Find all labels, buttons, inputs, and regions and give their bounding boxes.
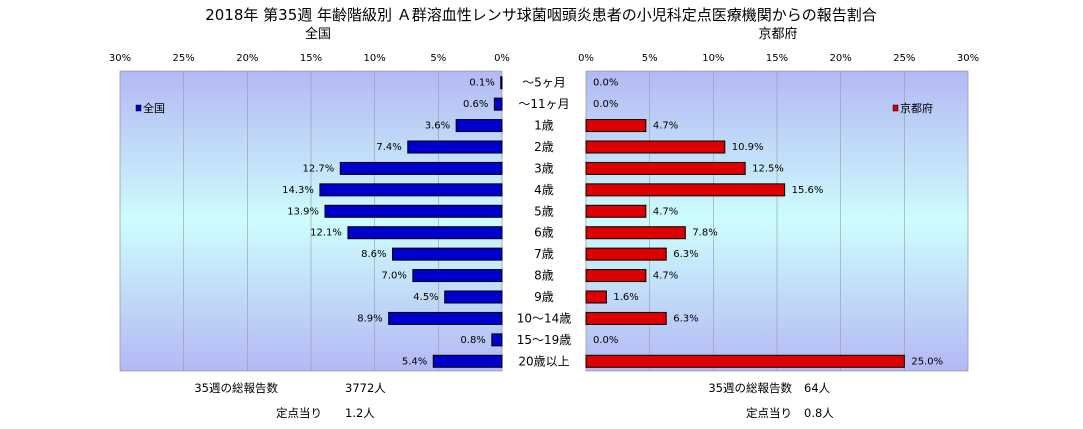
chart-title: 2018年 第35週 年齢階級別 Ａ群溶血性レンサ球菌咽頭炎患者の小児科定点医療…: [205, 6, 877, 24]
kyoto-bar: [585, 311, 667, 325]
national-bar: [491, 333, 503, 347]
national-data-label: 0.6%: [463, 99, 488, 110]
national-total-label: 35週の総報告数: [194, 381, 278, 395]
category-label: 15～19歳: [517, 333, 572, 347]
kyoto-bar: [585, 119, 647, 133]
category-label: ～11ヶ月: [518, 97, 569, 111]
kyoto-data-label: 10.9%: [732, 142, 764, 153]
left-tick-label: 25%: [173, 53, 195, 64]
national-data-label: 7.0%: [381, 271, 406, 282]
national-data-label: 12.7%: [303, 163, 335, 174]
category-label: 6歳: [534, 226, 554, 240]
left-tick-label: 15%: [300, 53, 322, 64]
right-tick-label: 10%: [702, 53, 724, 64]
kyoto-data-label: 15.6%: [792, 185, 824, 196]
kyoto-data-label: 6.3%: [673, 313, 698, 324]
national-data-label: 8.6%: [361, 249, 386, 260]
left-tick-label: 30%: [109, 53, 131, 64]
kyoto-total-value: 64人: [804, 381, 831, 395]
national-bar: [493, 97, 503, 111]
right-tick-label: 20%: [830, 53, 852, 64]
national-bar: [412, 269, 503, 283]
national-bar: [444, 290, 503, 304]
kyoto-data-label: 0.0%: [593, 78, 618, 89]
national-data-label: 3.6%: [425, 121, 450, 132]
national-data-label: 14.3%: [282, 185, 314, 196]
right-tick-label: 15%: [766, 53, 788, 64]
national-data-label: 13.9%: [287, 206, 319, 217]
kyoto-data-label: 1.6%: [613, 292, 638, 303]
national-bar: [407, 140, 503, 154]
left-legend: 全国: [135, 101, 165, 115]
kyoto-data-label: 12.5%: [752, 163, 784, 174]
national-bar: [391, 247, 503, 261]
kyoto-bar: [585, 290, 607, 304]
kyoto-per-label: 定点当り: [746, 406, 792, 420]
left-legend-swatch: [135, 104, 142, 112]
category-label: 2歳: [534, 140, 554, 154]
kyoto-bar: [585, 269, 647, 283]
category-label: 4歳: [534, 183, 554, 197]
national-data-label: 5.4%: [402, 356, 427, 367]
national-bar: [347, 226, 503, 240]
national-data-label: 12.1%: [310, 228, 342, 239]
kyoto-data-label: 6.3%: [673, 249, 698, 260]
left-tick-label: 0%: [494, 53, 510, 64]
kyoto-bar: [585, 247, 667, 261]
national-bar: [319, 183, 503, 197]
national-per-value: 1.2人: [345, 406, 375, 420]
right-legend-swatch: [892, 104, 899, 112]
left-panel-subtitle: 全国: [305, 26, 331, 42]
category-label: 20歳以上: [518, 354, 569, 368]
category-label: ～5ヶ月: [522, 76, 566, 90]
kyoto-bar: [585, 354, 905, 368]
kyoto-per-value: 0.8人: [804, 406, 834, 420]
right-legend: 京都府: [892, 101, 933, 115]
national-data-label: 0.8%: [460, 335, 485, 346]
category-label: 3歳: [534, 161, 554, 175]
right-tick-label: 25%: [893, 53, 915, 64]
right-tick-label: 30%: [957, 53, 979, 64]
kyoto-data-label: 25.0%: [911, 356, 943, 367]
kyoto-data-label: 4.7%: [653, 206, 678, 217]
category-label: 10～14歳: [517, 311, 572, 325]
national-bar: [324, 204, 503, 218]
national-data-label: 8.9%: [357, 313, 382, 324]
left-tick-label: 20%: [236, 53, 258, 64]
kyoto-data-label: 0.0%: [593, 99, 618, 110]
right-legend-label: 京都府: [900, 101, 933, 115]
category-label: 7歳: [534, 247, 554, 261]
kyoto-bar: [585, 183, 786, 197]
national-bar: [455, 119, 503, 133]
kyoto-bar: [585, 161, 746, 175]
category-label: 8歳: [534, 269, 554, 283]
kyoto-bar: [585, 140, 726, 154]
category-label: 1歳: [534, 119, 554, 133]
kyoto-data-label: 4.7%: [653, 271, 678, 282]
kyoto-total-label: 35週の総報告数: [708, 381, 792, 395]
national-data-label: 4.5%: [413, 292, 438, 303]
national-data-label: 0.1%: [469, 78, 494, 89]
kyoto-bar: [585, 226, 686, 240]
national-total-value: 3772人: [345, 381, 386, 395]
left-legend-label: 全国: [143, 101, 165, 115]
category-label: 9歳: [534, 290, 554, 304]
left-tick-label: 10%: [364, 53, 386, 64]
right-tick-label: 5%: [642, 53, 658, 64]
national-per-label: 定点当り: [276, 406, 322, 420]
left-tick-label: 5%: [430, 53, 446, 64]
national-bar: [388, 311, 503, 325]
national-bar: [500, 76, 503, 90]
national-bar: [339, 161, 503, 175]
national-data-label: 7.4%: [376, 142, 401, 153]
kyoto-data-label: 0.0%: [593, 335, 618, 346]
kyoto-data-label: 7.8%: [692, 228, 717, 239]
kyoto-data-label: 4.7%: [653, 121, 678, 132]
right-panel-subtitle: 京都府: [758, 27, 797, 42]
kyoto-bar: [585, 204, 647, 218]
national-bar: [432, 354, 503, 368]
right-tick-label: 0%: [578, 53, 594, 64]
category-label: 5歳: [534, 204, 554, 218]
